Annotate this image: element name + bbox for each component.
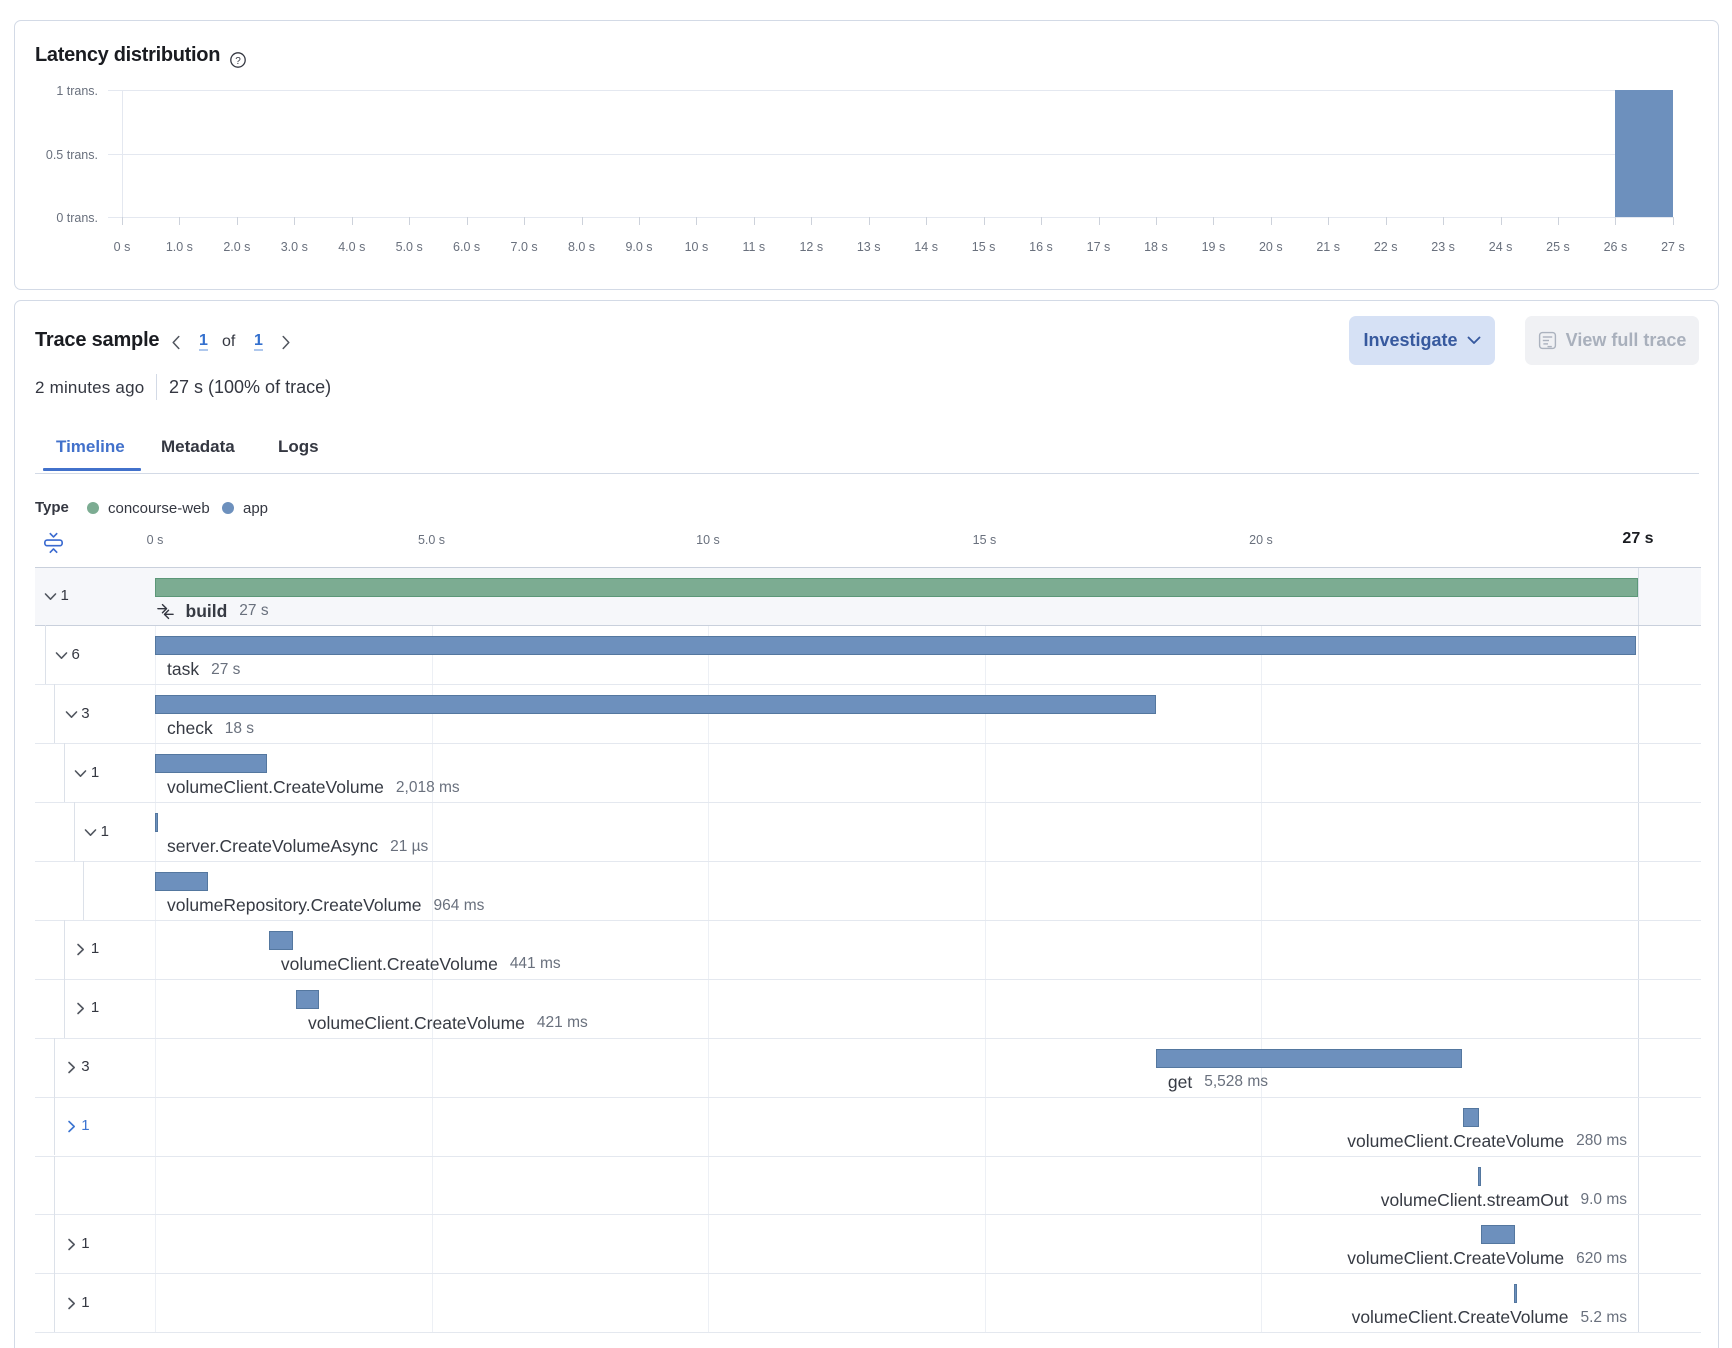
svg-text:?: ? bbox=[235, 56, 241, 67]
